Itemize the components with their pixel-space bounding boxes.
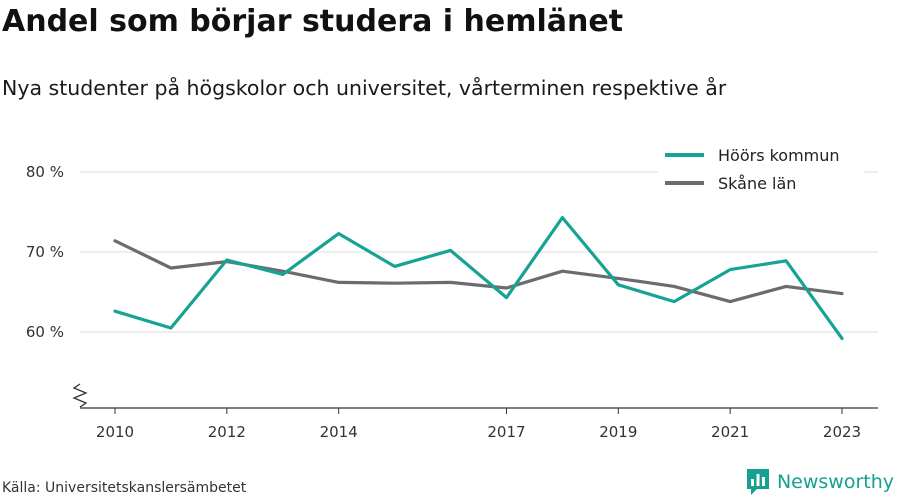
- legend-label-hoors-kommun: Höörs kommun: [718, 146, 840, 165]
- x-tick-label: 2023: [823, 423, 861, 441]
- y-tick-label: 70 %: [26, 243, 64, 261]
- x-tick-label: 2014: [320, 423, 358, 441]
- brand-name: Newsworthy: [776, 471, 894, 493]
- x-tick-label: 2021: [711, 423, 749, 441]
- x-tick-label: 2012: [208, 423, 246, 441]
- series-line-hoors-kommun: [113, 216, 844, 340]
- legend: Höörs kommun Skåne län: [658, 143, 864, 201]
- x-tick-label: 2017: [487, 423, 525, 441]
- y-axis-break-icon: [72, 383, 88, 408]
- y-axis-ticks: 60 % 70 % 80 %: [26, 163, 64, 341]
- source-note: Källa: Universitetskanslersämbetet: [2, 480, 247, 496]
- series-line-skane-lan: [113, 239, 844, 304]
- line-chart: 60 % 70 % 80 % 2010 2012 2014 2017 2019 2021 202…: [25, 143, 878, 441]
- legend-label-skane-lan: Skåne län: [718, 174, 796, 193]
- y-tick-label: 80 %: [26, 163, 64, 181]
- bar-chart-logo-icon: [746, 469, 769, 495]
- chart-title: Andel som börjar studera i hemlänet: [2, 4, 624, 39]
- legend-background: [658, 143, 864, 201]
- series-lines: [113, 216, 844, 340]
- x-tick-label: 2010: [96, 423, 134, 441]
- y-tick-label: 60 %: [26, 323, 64, 341]
- x-axis-ticks: 2010 2012 2014 2017 2019 2021 2023: [96, 408, 861, 441]
- x-axis: [72, 383, 878, 409]
- brand-logo[interactable]: Newsworthy: [745, 467, 894, 497]
- x-tick-label: 2019: [599, 423, 637, 441]
- chart-subtitle: Nya studenter på högskolor och universit…: [2, 76, 727, 100]
